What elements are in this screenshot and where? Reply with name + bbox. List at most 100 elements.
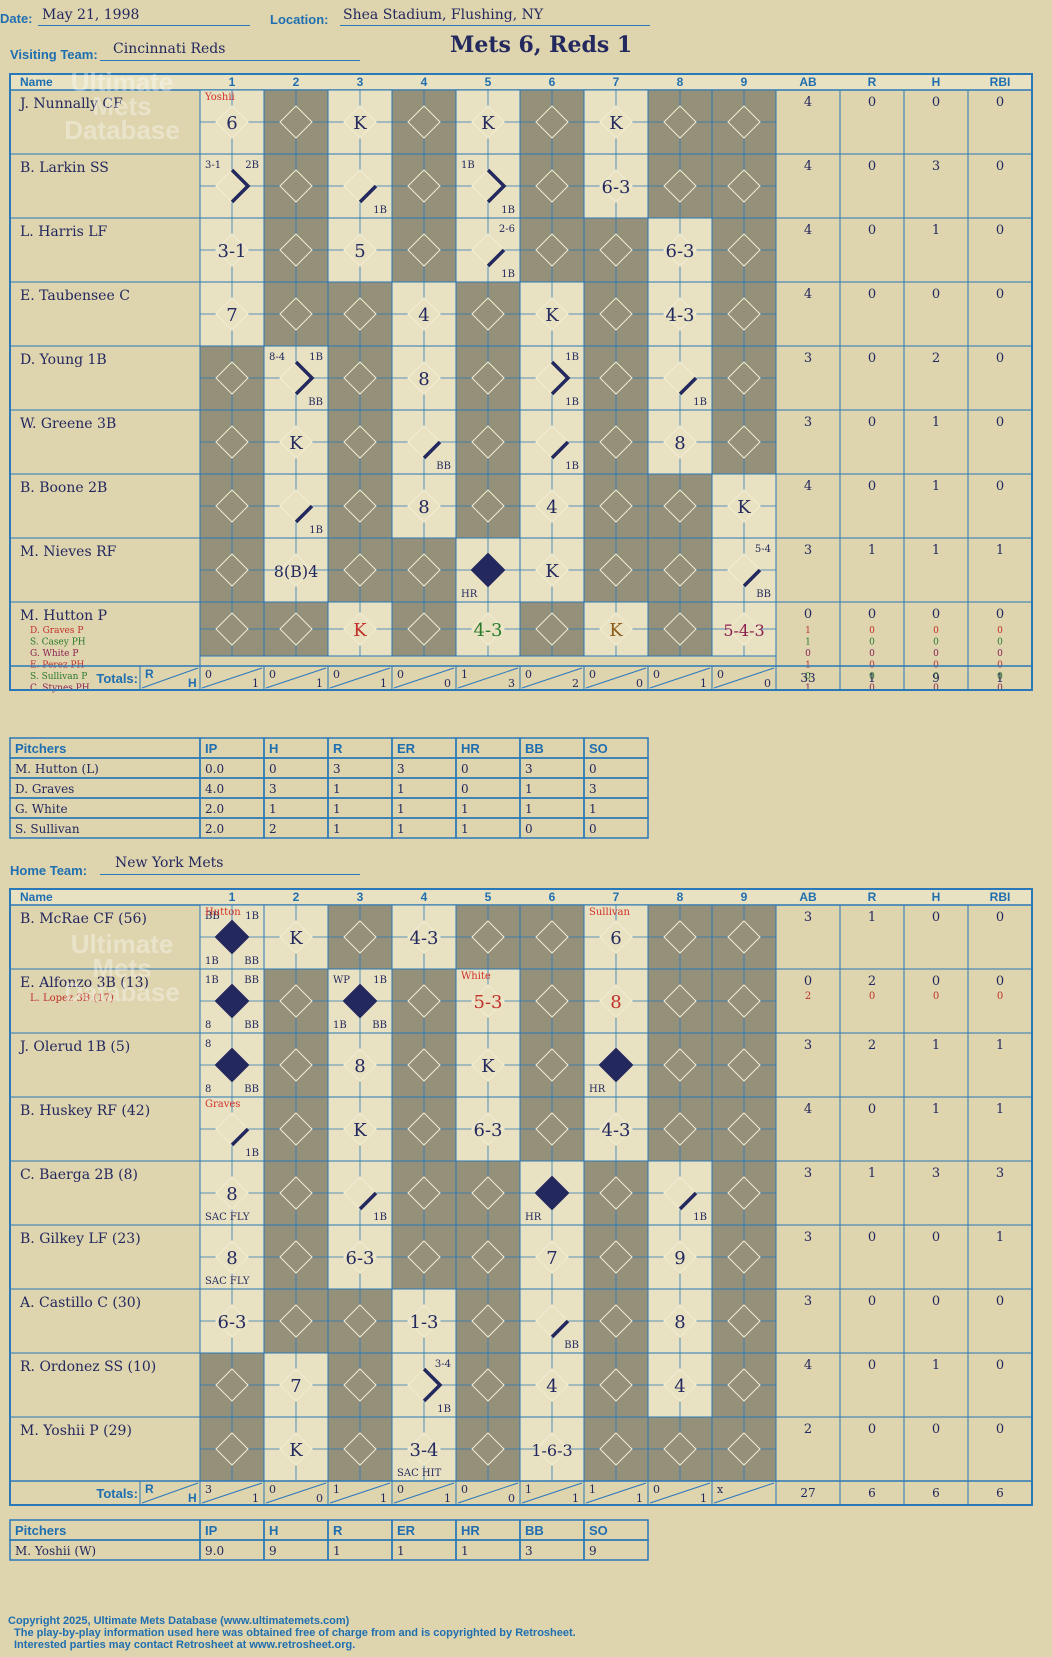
base-diamond <box>343 425 377 459</box>
play-result: 6-3 <box>666 241 695 262</box>
visitor-name-header: Name <box>20 75 53 89</box>
base-diamond <box>535 297 569 331</box>
play-result: 5-3 <box>474 992 503 1013</box>
base-diamond <box>535 169 569 203</box>
visitor-player-name: B. Larkin SS <box>20 160 109 176</box>
visitor-pitch-header: HR <box>461 741 480 756</box>
base-diamond <box>663 920 697 954</box>
visitor-r-label: R <box>145 667 154 681</box>
play-result: 7 <box>546 1248 557 1269</box>
visitor-total-stat: 33 <box>800 671 815 685</box>
play-result: 4-3 <box>666 305 695 326</box>
home-stat-value: 3 <box>804 1038 812 1053</box>
base-diamond <box>215 489 249 523</box>
visitor-stat-value: 0 <box>868 287 876 302</box>
total-divider <box>329 1482 391 1504</box>
play-result: K <box>609 620 623 641</box>
total-divider <box>393 1482 455 1504</box>
play-result: 7 <box>226 305 237 326</box>
visitor-stat-value: 3 <box>932 159 940 174</box>
total-divider <box>329 667 391 689</box>
play-note: SAC FLY <box>205 1212 250 1223</box>
home-player-name: B. Huskey RF (42) <box>20 1103 150 1119</box>
run-scored-diamond <box>214 919 250 955</box>
home-inning-hits: 1 <box>572 1492 579 1505</box>
home-stat-value: 0 <box>932 1294 940 1309</box>
visitor-inning-runs: 0 <box>717 668 724 681</box>
home-inning-runs: 0 <box>653 1483 660 1496</box>
base-diamond <box>343 553 377 587</box>
home-stat-value: 2 <box>868 1038 876 1053</box>
play-result: 6-3 <box>474 1120 503 1141</box>
play-note: 8-4 <box>269 352 285 363</box>
visitor-stat-value: 0 <box>868 479 876 494</box>
play-result: 7 <box>290 1376 301 1397</box>
home-stat-value: 3 <box>996 1166 1004 1181</box>
copyright-line: Copyright 2025, Ultimate Mets Database (… <box>8 1615 350 1627</box>
visitor-stat-value: 0 <box>996 287 1004 302</box>
home-player-name: M. Yoshii P (29) <box>20 1423 132 1439</box>
base-diamond <box>343 1304 377 1338</box>
visitor-pitch-value: 2.0 <box>205 802 224 816</box>
base-diamond <box>215 1304 249 1338</box>
play-note: 3-1 <box>205 160 221 171</box>
visitor-pitch-value: 1 <box>525 782 533 796</box>
play-note: 1B <box>373 1212 387 1223</box>
base-diamond <box>215 1432 249 1466</box>
home-pitch-header: SO <box>589 1523 608 1538</box>
visiting-underline <box>100 60 360 61</box>
play-note: 1B <box>437 1404 451 1415</box>
visitor-stat-value: 0 <box>932 95 940 110</box>
game-date: May 21, 1998 <box>42 7 140 23</box>
home-stat-value: 1 <box>996 1230 1004 1245</box>
home-stat-value: 1 <box>932 1358 940 1373</box>
visitor-sub-player: C. Stynes PH <box>30 684 90 694</box>
basepath-mark <box>486 168 507 204</box>
basepath-mark <box>678 1191 698 1211</box>
run-scored-diamond <box>214 983 250 1019</box>
base-diamond <box>407 1112 441 1146</box>
base-diamond <box>407 612 441 646</box>
play-note: 1B <box>373 205 387 216</box>
play-note: 2-6 <box>499 224 515 235</box>
base-diamond <box>215 105 249 139</box>
visitor-inning-hits: 0 <box>444 677 451 690</box>
base-diamond <box>599 1240 633 1274</box>
base-diamond <box>471 297 505 331</box>
visitor-sub-stat: 0 <box>997 672 1003 682</box>
visitor-stat-value: 3 <box>804 415 812 430</box>
base-diamond <box>727 1176 761 1210</box>
play-result: K <box>545 561 559 582</box>
base-diamond <box>279 1432 313 1466</box>
base-diamond <box>599 297 633 331</box>
total-divider <box>585 667 647 689</box>
base-diamond <box>535 1112 569 1146</box>
play-result: K <box>481 1056 495 1077</box>
play-result: 5-4-3 <box>723 621 764 640</box>
visitor-sub-stat: 0 <box>997 638 1003 648</box>
basepath-mark <box>358 184 378 204</box>
home-stat-header: RBI <box>990 890 1011 904</box>
base-diamond <box>663 1240 697 1274</box>
base-diamond <box>279 105 313 139</box>
play-note: HR <box>461 589 478 600</box>
basepath-mark <box>358 1191 378 1211</box>
play-result: 8 <box>418 497 429 518</box>
visitor-stat-value: 0 <box>996 159 1004 174</box>
play-note: 1B <box>309 352 323 363</box>
play-result: 8 <box>674 433 685 454</box>
visitor-pitch-value: 0 <box>589 822 597 836</box>
base-diamond <box>215 612 249 646</box>
home-stat-value: 0 <box>932 1230 940 1245</box>
home-stat-value: 1 <box>996 1102 1004 1117</box>
play-result: 8 <box>610 992 621 1013</box>
base-diamond <box>727 1240 761 1274</box>
base-diamond <box>343 1240 377 1274</box>
visitor-stat-value: 1 <box>932 479 940 494</box>
visitor-player-name: M. Nieves RF <box>20 544 117 560</box>
total-divider <box>585 1482 647 1504</box>
visitor-inning-runs: 0 <box>589 668 596 681</box>
visitor-inning-hits: 1 <box>380 677 387 690</box>
visitor-stat-value: 0 <box>868 159 876 174</box>
base-diamond <box>535 1048 569 1082</box>
